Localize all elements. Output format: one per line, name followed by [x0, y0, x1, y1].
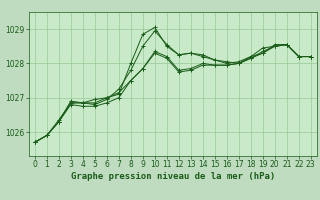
X-axis label: Graphe pression niveau de la mer (hPa): Graphe pression niveau de la mer (hPa) — [71, 172, 275, 181]
